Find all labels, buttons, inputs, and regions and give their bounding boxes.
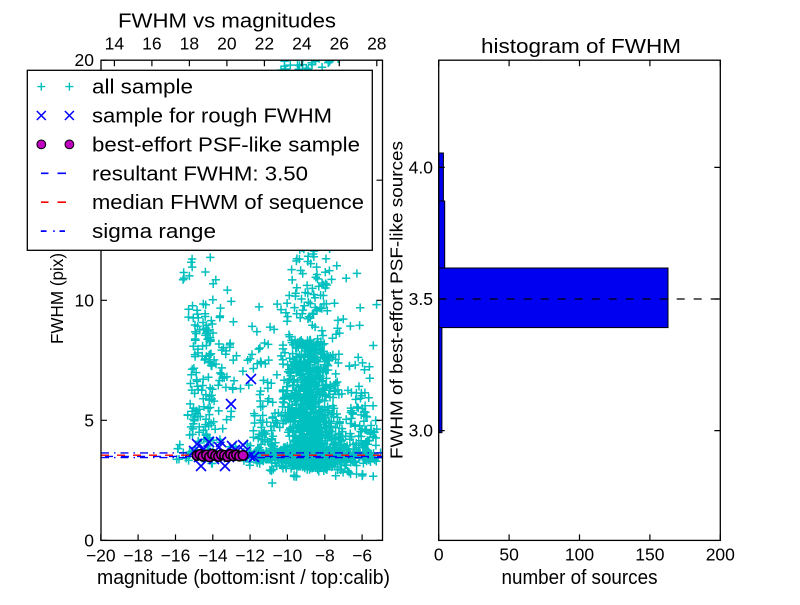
svg-text:sample for rough FWHM: sample for rough FWHM xyxy=(92,106,332,128)
svg-text:number of sources: number of sources xyxy=(502,567,658,589)
svg-text:FWHM vs magnitudes: FWHM vs magnitudes xyxy=(118,11,336,33)
svg-text:all sample: all sample xyxy=(92,77,193,99)
svg-text:resultant FWHM: 3.50: resultant FWHM: 3.50 xyxy=(92,163,308,185)
svg-text:magnitude (bottom:isnt / top:c: magnitude (bottom:isnt / top:calib) xyxy=(97,567,390,589)
svg-text:22: 22 xyxy=(255,34,274,54)
svg-text:−16: −16 xyxy=(161,546,191,566)
svg-text:−10: −10 xyxy=(273,546,303,566)
svg-text:150: 150 xyxy=(635,545,664,565)
svg-text:−12: −12 xyxy=(235,546,265,566)
svg-text:28: 28 xyxy=(367,34,386,54)
svg-text:3.0: 3.0 xyxy=(409,421,434,441)
svg-text:20: 20 xyxy=(217,34,237,54)
svg-text:14: 14 xyxy=(105,34,125,54)
svg-text:−14: −14 xyxy=(198,546,228,566)
svg-text:0: 0 xyxy=(434,545,444,565)
svg-text:−8: −8 xyxy=(315,546,335,566)
svg-text:−20: −20 xyxy=(86,546,116,566)
svg-text:0: 0 xyxy=(84,530,94,550)
svg-text:18: 18 xyxy=(180,34,199,54)
svg-text:10: 10 xyxy=(75,290,95,310)
svg-text:−6: −6 xyxy=(352,546,372,566)
svg-text:4.0: 4.0 xyxy=(409,157,434,177)
svg-text:26: 26 xyxy=(330,34,349,54)
svg-text:50: 50 xyxy=(499,545,519,565)
svg-text:5: 5 xyxy=(84,410,94,430)
svg-text:100: 100 xyxy=(565,545,594,565)
svg-text:200: 200 xyxy=(706,545,735,565)
svg-text:sigma range: sigma range xyxy=(92,221,216,243)
svg-text:16: 16 xyxy=(142,34,161,54)
svg-text:20: 20 xyxy=(75,50,95,70)
svg-text:3.5: 3.5 xyxy=(409,289,433,309)
svg-text:24: 24 xyxy=(292,34,312,54)
svg-text:FWHM (pix): FWHM (pix) xyxy=(47,253,67,344)
svg-text:best-effort PSF-like sample: best-effort PSF-like sample xyxy=(92,134,360,156)
svg-text:median FHWM of sequence: median FHWM of sequence xyxy=(92,192,364,214)
svg-text:histogram of FWHM: histogram of FWHM xyxy=(481,36,681,58)
svg-text:−18: −18 xyxy=(123,546,153,566)
svg-text:FWHM of best-effort PSF-like s: FWHM of best-effort PSF-like sources xyxy=(387,141,407,459)
